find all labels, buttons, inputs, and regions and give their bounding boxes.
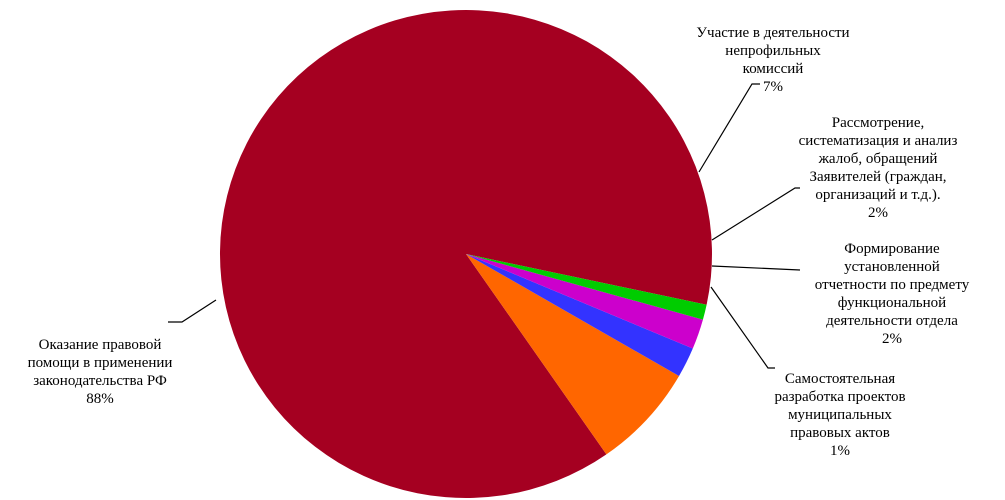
- leader-complaints: [711, 187, 800, 241]
- leader-municipal-acts: [710, 286, 775, 369]
- leader-reporting: [711, 265, 801, 271]
- slice-complaints: [466, 254, 693, 376]
- slice-municipal-acts: [466, 254, 707, 320]
- slice-commissions: [466, 254, 680, 455]
- label-complaints: Рассмотрение, систематизация и анализ жа…: [798, 115, 958, 221]
- leader-commissions: [698, 83, 760, 173]
- slice-legal-assistance: [219, 10, 712, 499]
- label-municipal-acts: Самостоятельная разработка проектов муни…: [774, 371, 906, 459]
- leader-legal-assistance: [168, 299, 217, 323]
- label-legal-assistance: Оказание правовой помощи в применении за…: [27, 337, 173, 407]
- label-commissions: Участие в деятельности непрофильных коми…: [696, 25, 850, 95]
- slice-reporting: [466, 254, 703, 349]
- label-reporting: Формирование установленной отчетности по…: [814, 241, 970, 347]
